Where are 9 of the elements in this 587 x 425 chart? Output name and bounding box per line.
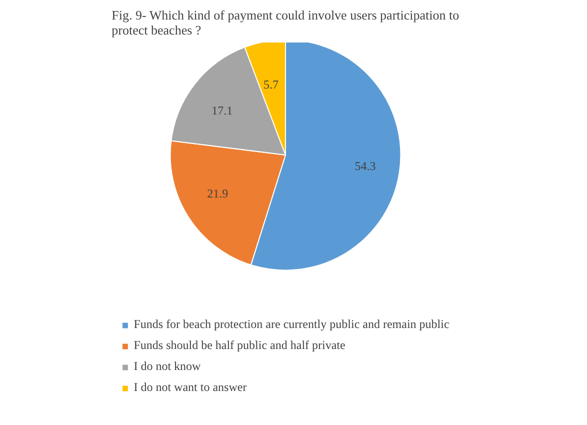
data-label: 17.1	[212, 104, 233, 118]
legend-label: Funds should be half public and half private	[134, 338, 346, 353]
legend-label: Funds for beach protection are currently public and remain public	[134, 317, 450, 332]
data-label: 5.7	[263, 78, 278, 92]
legend-label: I do not know	[134, 359, 201, 374]
data-label: 21.9	[207, 186, 228, 201]
data-label: 54.3	[354, 158, 376, 173]
legend-label: I do not want to answer	[134, 380, 247, 395]
chart-title: Fig. 9- Which kind of payment could involve users participation to protect beaches ?	[112, 8, 460, 38]
